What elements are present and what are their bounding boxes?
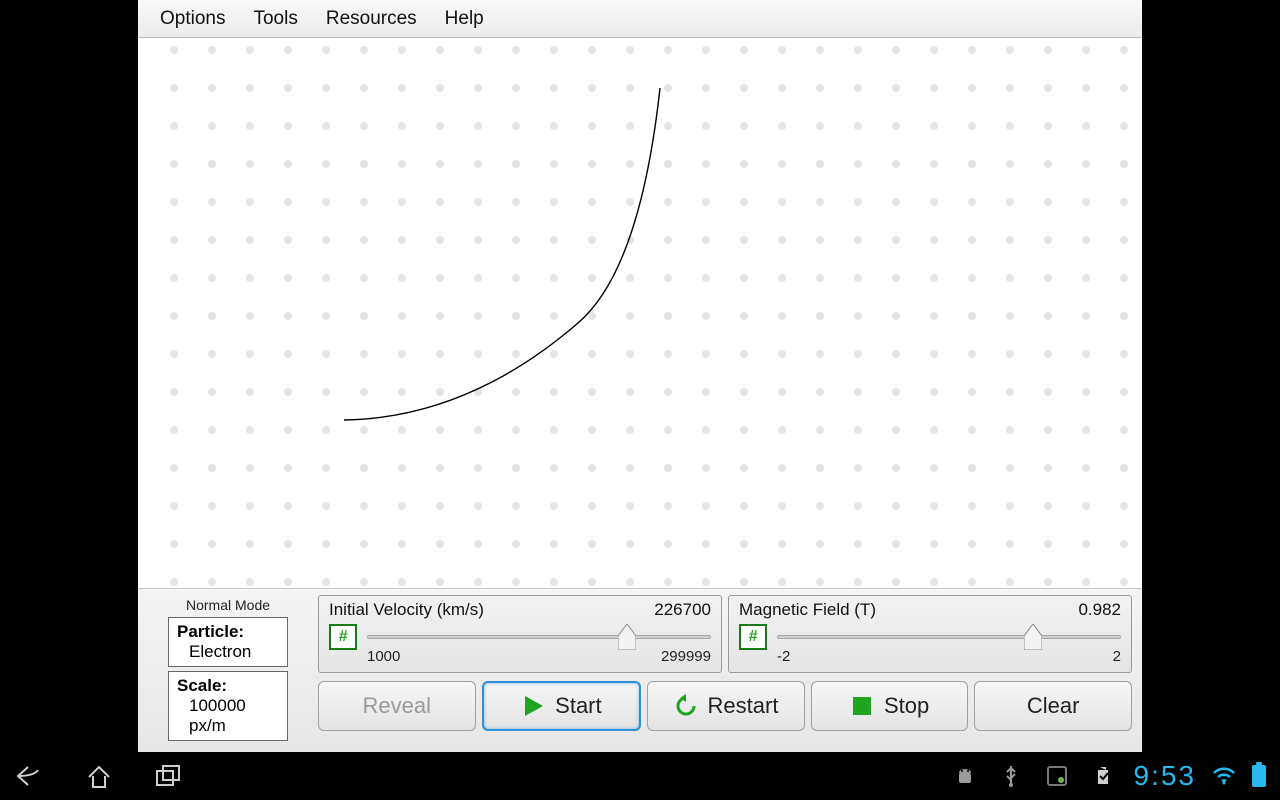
field-min-label: -2 xyxy=(777,648,790,665)
field-panel: Magnetic Field (T) 0.982 # xyxy=(728,595,1132,673)
field-thumb[interactable] xyxy=(1024,624,1042,650)
velocity-keypad-button[interactable]: # xyxy=(329,624,357,650)
tray-icon-2[interactable] xyxy=(1088,761,1118,791)
velocity-slider[interactable] xyxy=(367,625,711,649)
velocity-min-label: 1000 xyxy=(367,648,400,665)
controls-panel: Normal Mode Particle: Electron Scale: 10… xyxy=(138,588,1142,752)
back-icon[interactable] xyxy=(14,761,44,791)
start-button[interactable]: Start xyxy=(482,681,642,731)
particle-value: Electron xyxy=(177,642,279,662)
restart-label: Restart xyxy=(708,693,779,719)
usb-icon[interactable] xyxy=(996,761,1026,791)
velocity-max-label: 299999 xyxy=(661,648,711,665)
velocity-track xyxy=(367,635,711,639)
velocity-panel: Initial Velocity (km/s) 226700 # xyxy=(318,595,722,673)
simulation-canvas[interactable] xyxy=(138,38,1142,588)
menu-resources[interactable]: Resources xyxy=(312,8,431,30)
hash-icon: # xyxy=(339,628,348,646)
wifi-icon xyxy=(1212,767,1236,785)
particle-label: Particle: xyxy=(177,622,279,642)
info-column: Normal Mode Particle: Electron Scale: 10… xyxy=(148,595,308,744)
velocity-thumb[interactable] xyxy=(618,624,636,650)
field-label: Magnetic Field (T) xyxy=(739,600,876,620)
scale-label: Scale: xyxy=(177,676,279,696)
reveal-label: Reveal xyxy=(363,693,431,719)
play-icon xyxy=(521,694,545,718)
velocity-value: 226700 xyxy=(654,600,711,620)
restart-icon xyxy=(674,694,698,718)
field-keypad-button[interactable]: # xyxy=(739,624,767,650)
hash-icon: # xyxy=(749,628,758,646)
clear-label: Clear xyxy=(1027,693,1080,719)
buttons-row: Reveal Start Restart Stop xyxy=(318,681,1132,731)
menu-help[interactable]: Help xyxy=(431,8,498,30)
sliders-row: Initial Velocity (km/s) 226700 # xyxy=(318,595,1132,673)
start-label: Start xyxy=(555,693,601,719)
field-max-label: 2 xyxy=(1113,648,1121,665)
menu-tools[interactable]: Tools xyxy=(239,8,311,30)
device-screen: Options Tools Resources Help Normal Mode… xyxy=(0,0,1280,800)
system-navbar: 9:53 xyxy=(0,752,1280,800)
field-slider[interactable] xyxy=(777,625,1121,649)
reveal-button[interactable]: Reveal xyxy=(318,681,476,731)
field-value: 0.982 xyxy=(1078,600,1121,620)
canvas-svg xyxy=(138,38,1142,588)
particle-box: Particle: Electron xyxy=(168,617,288,667)
stop-label: Stop xyxy=(884,693,929,719)
menubar: Options Tools Resources Help xyxy=(138,0,1142,38)
recents-icon[interactable] xyxy=(154,761,184,791)
scale-value: 100000 px/m xyxy=(177,696,279,736)
menu-options[interactable]: Options xyxy=(146,8,239,30)
android-icon[interactable] xyxy=(950,761,980,791)
restart-button[interactable]: Restart xyxy=(647,681,805,731)
clock[interactable]: 9:53 xyxy=(1134,760,1197,792)
velocity-label: Initial Velocity (km/s) xyxy=(329,600,484,620)
stop-button[interactable]: Stop xyxy=(811,681,969,731)
field-track xyxy=(777,635,1121,639)
tray-icon-1[interactable] xyxy=(1042,761,1072,791)
scale-box: Scale: 100000 px/m xyxy=(168,671,288,741)
battery-icon xyxy=(1252,765,1266,787)
controls-right: Initial Velocity (km/s) 226700 # xyxy=(318,595,1132,744)
clear-button[interactable]: Clear xyxy=(974,681,1132,731)
app-window: Options Tools Resources Help Normal Mode… xyxy=(138,0,1142,752)
mode-label: Normal Mode xyxy=(186,597,270,613)
home-icon[interactable] xyxy=(84,761,114,791)
stop-icon xyxy=(850,694,874,718)
